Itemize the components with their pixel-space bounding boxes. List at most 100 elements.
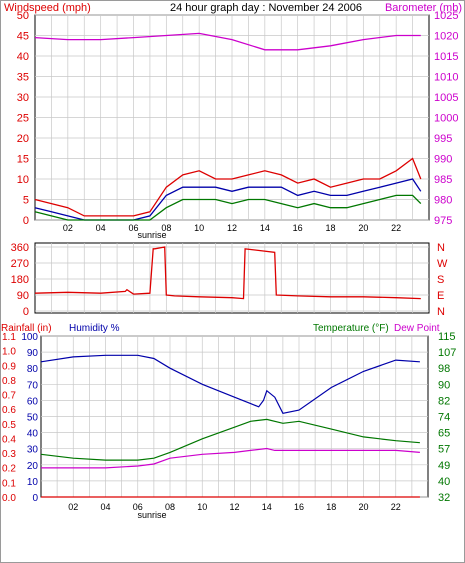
wind-direction-degree-tick: 270 — [11, 258, 29, 270]
hour-tick-label-bottom: 06 — [133, 502, 143, 512]
windspeed-tick-label: 35 — [17, 72, 29, 84]
humidity-line — [40, 354, 420, 414]
hour-tick-label-top: 10 — [194, 223, 204, 233]
humidity-axis-title: Humidity % — [69, 323, 120, 334]
windspeed-tick-label: 30 — [17, 92, 29, 104]
compass-tick-label: E — [437, 290, 444, 302]
hour-tick-label-top: 08 — [161, 223, 171, 233]
barometer-axis-title: Barometer (mb) — [385, 2, 462, 14]
compass-tick-label: N — [437, 306, 445, 318]
humidity-tick-label: 80 — [27, 364, 39, 375]
temperature-axis-title: Temperature (°F) — [313, 323, 389, 334]
temperature-tick-label: 107 — [438, 347, 456, 359]
windspeed-tick-label: 25 — [17, 113, 29, 125]
hour-tick-label-top: 04 — [96, 223, 106, 233]
temperature-tick-label: 40 — [438, 476, 450, 488]
red-series-line — [34, 157, 422, 217]
hour-tick-label-bottom: 16 — [294, 502, 304, 512]
humidity-tick-label: 100 — [21, 332, 38, 343]
barometer-tick-label: 985 — [434, 174, 452, 186]
rainfall-tick-label: 1.1 — [2, 332, 16, 343]
humidity-tick-label: 50 — [27, 413, 39, 424]
windspeed-tick-label: 40 — [17, 51, 29, 63]
sunrise-marker-label-top: sunrise — [137, 230, 166, 240]
rainfall-tick-label: 0.9 — [2, 361, 16, 372]
windspeed-tick-label: 50 — [17, 10, 29, 22]
rainfall-tick-label: 0.4 — [2, 434, 16, 445]
hour-tick-label-top: 14 — [260, 223, 270, 233]
temperature-f-line — [40, 418, 420, 461]
temperature-tick-label: 115 — [438, 331, 456, 343]
hour-tick-label-bottom: 14 — [262, 502, 272, 512]
rainfall-tick-label: 0.1 — [2, 478, 16, 489]
dew-point-line — [41, 447, 420, 469]
barometer-tick-label: 995 — [434, 133, 452, 145]
humidity-tick-label: 10 — [27, 477, 39, 488]
hour-tick-label-bottom: 10 — [197, 502, 207, 512]
hour-tick-label-top: 20 — [358, 223, 368, 233]
barometer-tick-label: 1025 — [434, 10, 458, 22]
sunrise-marker-label-bottom: sunrise — [137, 510, 166, 520]
barometer-tick-label: 990 — [434, 154, 452, 166]
wind-direction-degree-tick: 180 — [11, 274, 29, 286]
rainfall-tick-label: 0.7 — [2, 391, 16, 402]
rainfall-tick-label: 0.8 — [2, 376, 16, 387]
temperature-tick-label: 82 — [438, 395, 450, 407]
compass-tick-label: S — [437, 274, 444, 286]
hour-tick-label-bottom: 12 — [229, 502, 239, 512]
barometer-tick-label: 1000 — [434, 113, 458, 125]
barometer-tick-label: 1015 — [434, 51, 458, 63]
humidity-tick-label: 40 — [27, 429, 39, 440]
rain-humidity-temp-panel: Rainfall (in) Humidity % Temperature (°F… — [1, 323, 456, 520]
magenta-series-line — [34, 32, 421, 51]
windspeed-tick-label: 10 — [17, 174, 29, 186]
temperature-tick-label: 57 — [438, 444, 450, 456]
hour-tick-label-bottom: 18 — [326, 502, 336, 512]
temperature-tick-label: 74 — [438, 412, 450, 424]
barometer-tick-label: 975 — [434, 215, 452, 227]
hour-tick-label-top: 22 — [391, 223, 401, 233]
rainfall-tick-label: 0.0 — [2, 493, 16, 504]
barometer-tick-label: 1010 — [434, 72, 458, 84]
wind-direction-degree-tick: 90 — [17, 290, 29, 302]
hour-tick-label-bottom: 08 — [165, 502, 175, 512]
temperature-tick-label: 98 — [438, 363, 450, 375]
wind-direction-degree-tick: 0 — [23, 306, 29, 318]
rainfall-tick-label: 0.2 — [2, 464, 16, 475]
hour-tick-label-bottom: 20 — [358, 502, 368, 512]
green-series-line — [34, 194, 422, 221]
windspeed-tick-label: 0 — [23, 215, 29, 227]
temperature-tick-label: 32 — [438, 492, 450, 504]
hour-tick-label-bottom: 02 — [68, 502, 78, 512]
humidity-tick-label: 90 — [27, 348, 39, 359]
wind-direction-degree-tick: 360 — [11, 242, 29, 254]
humidity-tick-label: 30 — [27, 445, 39, 456]
rainfall-tick-label: 0.3 — [2, 449, 16, 460]
humidity-tick-label: 0 — [32, 493, 38, 504]
humidity-tick-label: 60 — [27, 396, 39, 407]
windspeed-tick-label: 5 — [23, 195, 29, 207]
hour-tick-label-top: 12 — [227, 223, 237, 233]
windspeed-axis-title: Windspeed (mph) — [4, 2, 91, 14]
temperature-tick-label: 65 — [438, 428, 450, 440]
temperature-tick-label: 90 — [438, 379, 450, 391]
rainfall-axis-title: Rainfall (in) — [1, 323, 52, 334]
dew-point-axis-title: Dew Point — [394, 323, 440, 334]
wind-direction-line — [34, 246, 421, 300]
hour-tick-label-top: 16 — [293, 223, 303, 233]
rainfall-tick-label: 1.0 — [2, 347, 16, 358]
barometer-tick-label: 980 — [434, 195, 452, 207]
barometer-tick-label: 1005 — [434, 92, 458, 104]
temperature-tick-label: 49 — [438, 460, 450, 472]
hour-tick-label-top: 06 — [128, 223, 138, 233]
rainfall-tick-label: 0.5 — [2, 420, 16, 431]
compass-tick-label: W — [437, 258, 448, 270]
hour-tick-label-top: 18 — [325, 223, 335, 233]
compass-tick-label: N — [437, 242, 445, 254]
windspeed-tick-label: 20 — [17, 133, 29, 145]
humidity-tick-label: 20 — [27, 461, 39, 472]
